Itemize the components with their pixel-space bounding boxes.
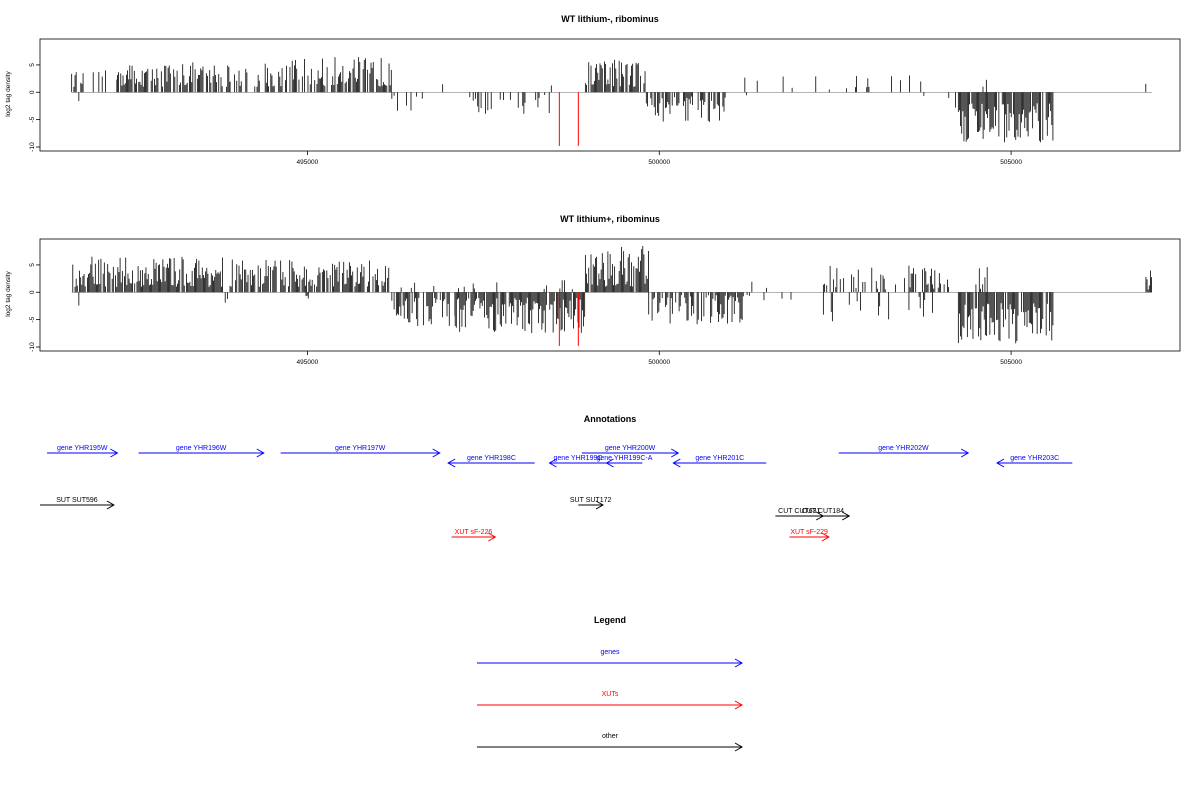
panel-1-axes: 495000 500000 505000 -10 -5 0 5 [29,63,1022,166]
x-tick-label: 505000 [1000,159,1022,166]
feature-arrowhead [595,500,604,510]
legend-arrowhead [734,700,744,710]
legend-item-other: other [477,733,744,752]
panel-1-bars [71,57,1152,146]
legend-item-genes: genes [477,649,744,668]
legend-label: XUTs [602,691,619,698]
y-tick-label: 0 [29,90,36,94]
feature-arrowhead [960,448,970,458]
feature-label: gene YHR195W [57,445,108,452]
panel-2-axes: 495000 500000 505000 -10 -5 0 5 [29,263,1022,366]
panel-2-ylabel: log2 tag density [5,270,12,316]
feature-gene-yhr196w: gene YHR196W [138,445,265,458]
y-tick-label: -5 [29,116,36,122]
feature-arrowhead [605,458,614,468]
legend-arrowhead [734,658,744,668]
feature-label: SUT SUT596 [56,497,98,504]
x-tick-label: 495000 [297,159,319,166]
feature-label: gene YHR196W [176,445,227,452]
y-tick-label: -10 [29,342,36,352]
feature-label: XUT sF-229 [790,529,828,536]
feature-gene-yhr199c-a: gene YHR199C-A [596,455,653,468]
feature-label: gene YHR202W [878,445,929,452]
feature-sut-sut596: SUT SUT596 [40,497,115,510]
feature-label: CUT CUT184 [802,508,844,515]
feature-arrowhead [672,458,681,468]
feature-arrowhead [432,448,441,458]
legend-label: other [602,733,619,740]
feature-label: gene YHR203C [1010,455,1059,462]
panel-1-frame [39,38,1181,152]
feature-cut-cut184: CUT CUT184 [796,508,851,521]
panel-lithium-minus: WT lithium-, ribominus log2 tag density … [5,14,1181,166]
legend-panel: Legend genes XUTs other [477,615,744,752]
feature-arrowhead [488,532,497,542]
feature-sut-sut172: SUT SUT172 [570,497,612,510]
feature-arrowhead [548,458,557,468]
legend-title: Legend [594,615,626,625]
feature-label: gene YHR199C-A [596,455,652,462]
feature-arrowhead [447,458,456,468]
panel-1-ylabel: log2 tag density [5,70,12,116]
feature-gene-yhr201c: gene YHR201C [672,455,767,468]
x-tick-label: 505000 [1000,359,1022,366]
x-tick-label: 500000 [648,159,670,166]
x-tick-label: 495000 [297,359,319,366]
feature-xut-sf-229: XUT sF-229 [789,529,830,542]
annotations-title: Annotations [584,414,637,424]
legend-label: genes [600,649,620,656]
feature-gene-yhr203c: gene YHR203C [996,455,1073,468]
feature-arrowhead [842,511,851,521]
feature-xut-sf-226: XUT sF-226 [451,529,497,542]
panel-2-bars [71,245,1152,346]
feature-arrowhead [996,458,1005,468]
feature-arrowhead [671,448,680,458]
feature-label: gene YHR199C [554,455,603,462]
feature-gene-yhr202w: gene YHR202W [838,445,970,458]
feature-gene-yhr197w: gene YHR197W [280,445,441,458]
y-tick-label: 5 [29,63,36,67]
feature-arrowhead [110,448,119,458]
y-tick-label: -5 [29,316,36,322]
legend-items: genes XUTs other [477,649,744,752]
annotations-panel: Annotations gene YHR195W gene YHR196W gene… [40,414,1073,542]
panel-2-title: WT lithium+, ribominus [560,214,660,224]
legend-arrowhead [734,742,744,752]
panel-1-title: WT lithium-, ribominus [561,14,659,24]
feature-arrowhead [256,448,265,458]
panel-lithium-plus: WT lithium+, ribominus log2 tag density … [5,214,1181,366]
feature-label: gene YHR198C [467,455,516,462]
feature-gene-yhr199c: gene YHR199C [548,455,607,468]
feature-arrowhead [821,532,830,542]
feature-label: gene YHR200W [605,445,656,452]
feature-label: gene YHR201C [695,455,744,462]
feature-label: CUT CUT631 [778,508,820,515]
feature-gene-yhr195w: gene YHR195W [47,445,119,458]
feature-arrowhead [106,500,115,510]
feature-gene-yhr200w: gene YHR200W [581,445,680,458]
feature-label: SUT SUT172 [570,497,612,504]
y-tick-label: 0 [29,290,36,294]
y-tick-label: 5 [29,263,36,267]
feature-label: XUT sF-226 [455,529,493,536]
panel-2-frame [39,238,1181,352]
legend-item-xuts: XUTs [477,691,744,710]
annotation-features: gene YHR195W gene YHR196W gene YHR197W gene… [40,445,1073,542]
y-tick-label: -10 [29,142,36,152]
x-tick-label: 500000 [648,359,670,366]
feature-gene-yhr198c: gene YHR198C [447,455,535,468]
feature-label: gene YHR197W [335,445,386,452]
